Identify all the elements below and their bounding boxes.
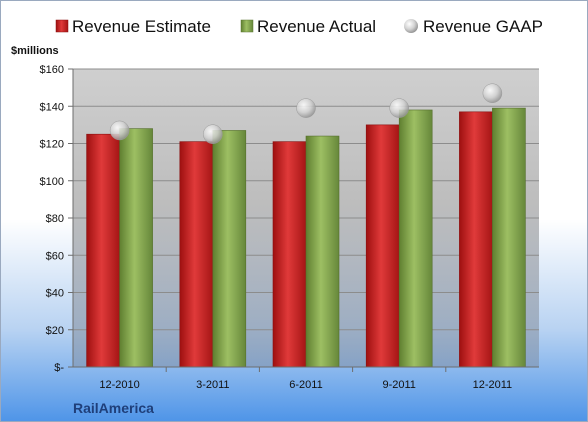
x-tick-label-3-2011: 3-2011 xyxy=(196,379,229,391)
y-axis-unit-label: $millions xyxy=(11,45,59,57)
x-tick-label-6-2011: 6-2011 xyxy=(289,379,322,391)
bar-revenue-actual-6-2011 xyxy=(305,135,340,368)
bar-revenue-estimate-12-2011 xyxy=(459,111,493,368)
bar-revenue-estimate-3-2011 xyxy=(179,141,214,368)
gaap-marker-12-2010 xyxy=(109,120,130,141)
y-tick-label-40: $40 xyxy=(46,288,64,300)
bar-revenue-actual-12-2011 xyxy=(492,107,526,368)
y-tick-label-20: $20 xyxy=(46,325,64,337)
x-tick-label-9-2011: 9-2011 xyxy=(382,379,415,391)
bar-revenue-actual-3-2011 xyxy=(212,130,247,368)
x-tick-label-12-2010: 12-2010 xyxy=(99,379,139,391)
bar-revenue-estimate-9-2011 xyxy=(365,124,400,368)
bar-revenue-estimate-12-2010 xyxy=(86,133,120,368)
legend-label-revenue-estimate: Revenue Estimate xyxy=(72,17,211,36)
bars xyxy=(86,107,526,368)
y-tick-label-60: $60 xyxy=(46,250,64,262)
gaap-marker-6-2011 xyxy=(296,98,316,118)
gaap-markers xyxy=(109,83,503,144)
legend-swatch-revenue-actual xyxy=(240,19,254,33)
y-tick-label-120: $120 xyxy=(40,139,64,151)
gaap-marker-12-2011 xyxy=(482,83,503,103)
legend-swatch-revenue-estimate xyxy=(55,19,69,33)
company-name: RailAmerica xyxy=(73,400,154,416)
bar-revenue-actual-12-2010 xyxy=(119,128,153,368)
legend-label-revenue-gaap: Revenue GAAP xyxy=(423,17,543,36)
y-tick-label-80: $80 xyxy=(46,213,64,225)
y-tick-label-100: $100 xyxy=(40,176,64,188)
y-axis-ticks: $- $20 $40 $60 $80 $100 $120 $140 $160 xyxy=(40,64,539,374)
y-tick-label-160: $160 xyxy=(40,64,64,76)
bar-revenue-estimate-6-2011 xyxy=(272,141,307,368)
x-tick-label-12-2011: 12-2011 xyxy=(473,379,513,391)
y-tick-label-0: $- xyxy=(54,362,64,374)
gaap-marker-3-2011 xyxy=(203,124,223,144)
legend-label-revenue-actual: Revenue Actual xyxy=(257,17,376,36)
gaap-marker-9-2011 xyxy=(389,98,409,118)
x-axis-ticks: 12-2010 3-2011 6-2011 9-2011 12-2011 xyxy=(99,367,512,391)
bar-revenue-actual-9-2011 xyxy=(398,109,433,368)
y-tick-label-140: $140 xyxy=(40,101,64,113)
legend: Revenue Estimate Revenue Actual Revenue … xyxy=(55,17,543,36)
legend-marker-revenue-gaap xyxy=(404,19,418,33)
